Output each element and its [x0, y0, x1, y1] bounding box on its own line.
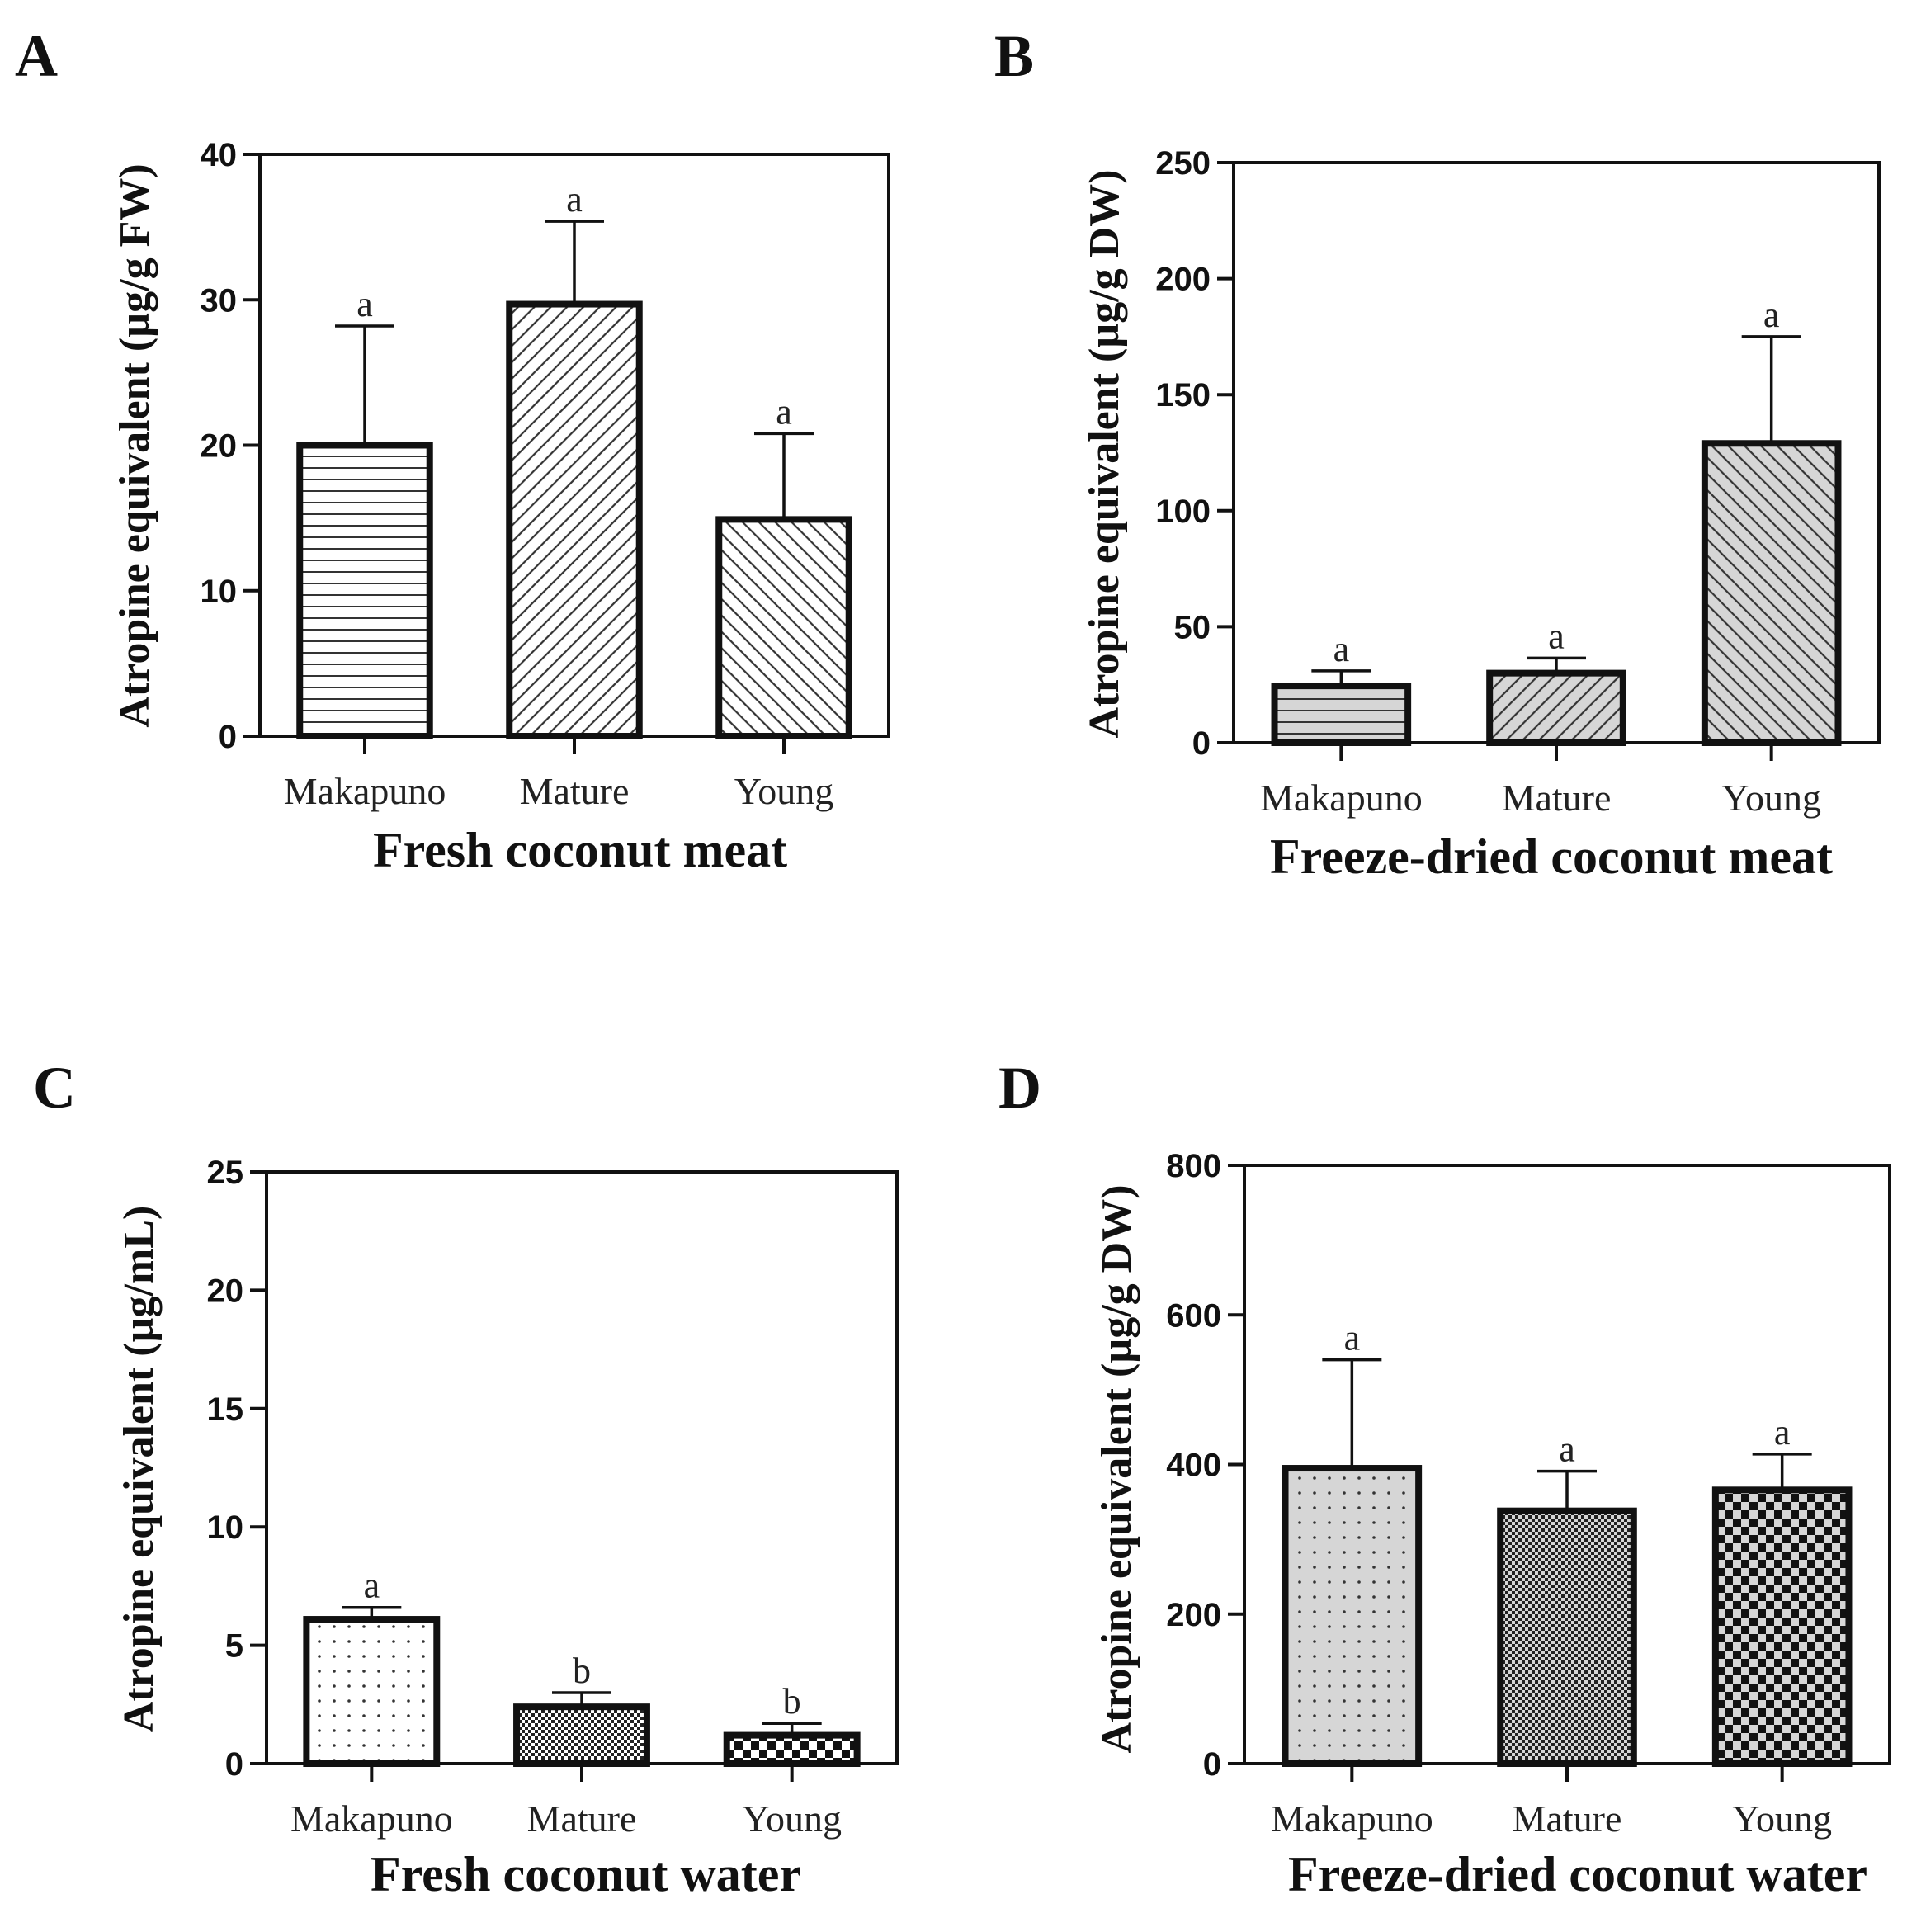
category-label: Mature [1502, 777, 1612, 819]
y-tick-label: 0 [1203, 1746, 1221, 1783]
y-tick-label: 0 [1192, 725, 1211, 762]
bar-mature [1486, 669, 1626, 747]
x-axis-title: Fresh coconut meat [373, 823, 787, 877]
y-tick-label: 100 [1155, 494, 1211, 530]
y-tick-label: 200 [1166, 1597, 1221, 1633]
significance-label: a [1763, 295, 1780, 335]
bar-makapuno [296, 442, 433, 739]
category-label: Makapuno [284, 770, 446, 812]
panel-letter: C [33, 1055, 76, 1121]
y-tick-label: 20 [201, 428, 238, 465]
y-tick-label: 250 [1155, 145, 1211, 182]
y-axis-title: Atropine equivalent (µg/g DW) [1093, 1184, 1140, 1753]
y-tick-label: 150 [1155, 377, 1211, 413]
y-tick-label: 20 [207, 1273, 244, 1309]
panels-root: A 0 10 20 30 40 a Makapuno a Mature a Young Fresh co… [15, 23, 1891, 1901]
bar-young [1711, 1486, 1853, 1767]
y-tick-label: 600 [1166, 1297, 1221, 1334]
panel-letter: D [998, 1055, 1041, 1121]
y-tick-label: 5 [225, 1628, 243, 1665]
significance-label: a [1559, 1429, 1575, 1470]
significance-label: a [1548, 616, 1565, 656]
category-label: Makapuno [1271, 1797, 1433, 1840]
significance-label: a [776, 391, 792, 432]
category-label: Young [734, 770, 834, 812]
category-label: Young [742, 1797, 842, 1840]
y-tick-label: 800 [1166, 1148, 1221, 1184]
bar-young [1701, 440, 1842, 746]
x-axis-title: Fresh coconut water [371, 1847, 801, 1901]
x-axis-title: Freeze-dried coconut water [1288, 1847, 1867, 1901]
y-axis-title: Atropine equivalent (µg/mL) [116, 1206, 163, 1733]
bar-mature [1497, 1507, 1637, 1767]
y-tick-label: 400 [1166, 1448, 1221, 1484]
panel-letter: B [994, 23, 1034, 89]
significance-label: a [356, 284, 373, 324]
y-tick-label: 40 [201, 137, 238, 173]
panel-B: B 0 50 100 150 200 250 a Makapuno a Mature a Young Fr… [994, 23, 1881, 884]
category-label: Young [1721, 777, 1821, 819]
significance-label: b [783, 1681, 801, 1722]
significance-label: b [573, 1651, 591, 1691]
category-label: Makapuno [1260, 777, 1423, 819]
panel-C: C 0 5 10 15 20 25 a Makapuno b Mature b Young Fresh c… [33, 1055, 899, 1901]
y-tick-label: 30 [201, 282, 238, 319]
y-tick-label: 0 [219, 719, 237, 755]
significance-label: a [1344, 1318, 1361, 1358]
significance-label: a [566, 179, 583, 220]
bar-mature [513, 1703, 650, 1767]
bar-makapuno [303, 1616, 441, 1767]
y-tick-label: 50 [1174, 609, 1211, 645]
category-label: Mature [1513, 1797, 1622, 1840]
y-tick-label: 200 [1155, 262, 1211, 298]
y-tick-label: 10 [207, 1509, 244, 1546]
y-tick-label: 15 [207, 1391, 244, 1428]
significance-label: a [364, 1566, 380, 1606]
x-axis-title: Freeze-dried coconut meat [1270, 829, 1833, 884]
y-tick-label: 10 [201, 574, 238, 610]
y-tick-label: 0 [225, 1746, 243, 1783]
y-tick-label: 25 [207, 1155, 244, 1191]
panel-D: D 0 200 400 600 800 a Makapuno a Mature a Young Free… [998, 1055, 1891, 1901]
significance-label: a [1774, 1412, 1791, 1453]
bar-young [723, 1731, 861, 1767]
panel-letter: A [15, 23, 58, 89]
bar-mature [506, 300, 643, 740]
bar-young [715, 516, 852, 739]
category-label: Young [1732, 1797, 1832, 1840]
y-axis-title: Atropine equivalent (µg/g DW) [1081, 169, 1128, 738]
category-label: Mature [520, 770, 630, 812]
category-label: Mature [527, 1797, 637, 1840]
y-axis-title: Atropine equivalent (µg/g FW) [111, 163, 158, 727]
significance-label: a [1333, 629, 1350, 669]
bar-makapuno [1271, 683, 1412, 747]
category-label: Makapuno [290, 1797, 453, 1840]
panel-A: A 0 10 20 30 40 a Makapuno a Mature a Young Fresh co… [15, 23, 890, 877]
bar-makapuno [1282, 1465, 1423, 1767]
